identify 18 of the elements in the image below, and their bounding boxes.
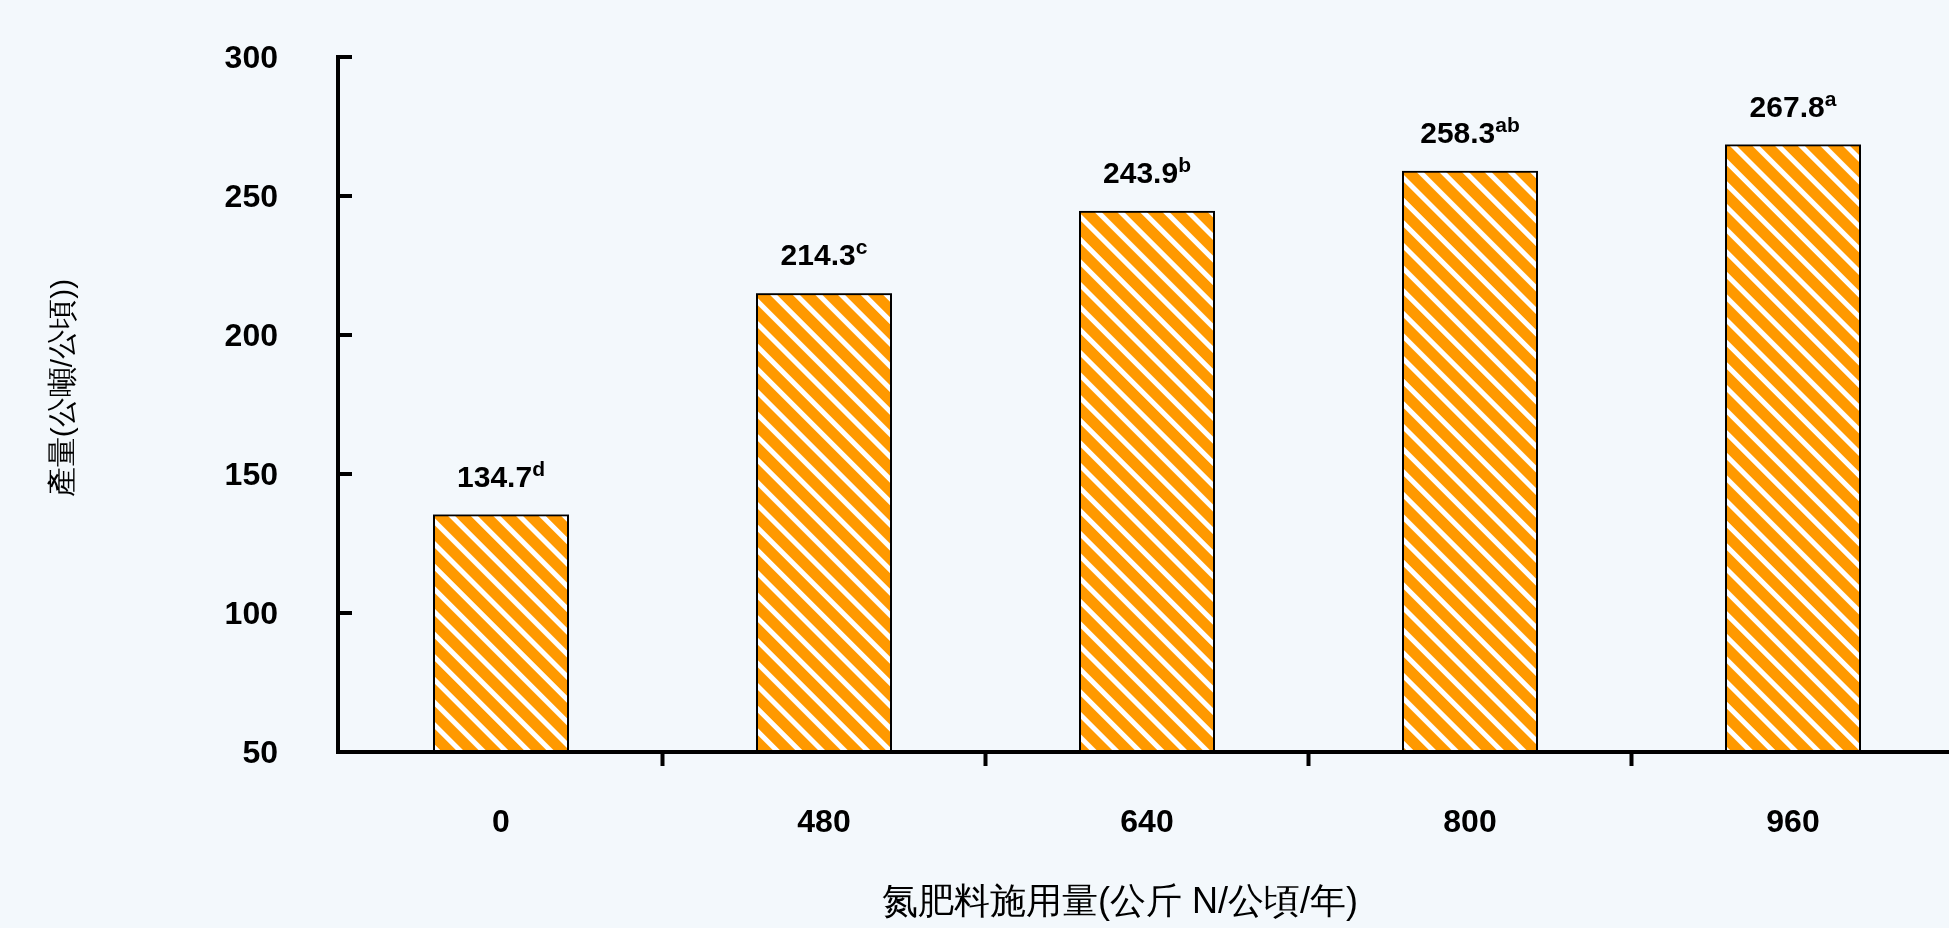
data-label: 214.3$^{c}$ bbox=[780, 234, 868, 272]
x-tick-label: 800 bbox=[1443, 803, 1497, 839]
y-tick-label: 100 bbox=[224, 595, 278, 631]
data-label: 258.3$^{ab}$ bbox=[1420, 112, 1520, 149]
y-tick-label: 300 bbox=[224, 39, 278, 75]
y-tick-label: 250 bbox=[224, 178, 278, 214]
data-label: 243.9$^{b}$ bbox=[1103, 152, 1191, 189]
x-axis-title: 氮肥料施用量(公斤 N/公頃/年) bbox=[882, 880, 1358, 921]
x-tick-label: 480 bbox=[797, 803, 851, 839]
data-label: 134.7$^{d}$ bbox=[457, 456, 545, 493]
y-tick-label: 50 bbox=[242, 734, 278, 770]
x-tick-label: 0 bbox=[492, 803, 510, 839]
y-tick-label: 150 bbox=[224, 456, 278, 492]
y-tick-label: 200 bbox=[224, 317, 278, 353]
x-tick-label: 960 bbox=[1766, 803, 1820, 839]
data-label: 267.8$^{a}$ bbox=[1749, 86, 1837, 123]
y-axis-title: 產量(公噸/公頃)) bbox=[45, 278, 78, 498]
x-tick-label: 640 bbox=[1120, 803, 1174, 839]
